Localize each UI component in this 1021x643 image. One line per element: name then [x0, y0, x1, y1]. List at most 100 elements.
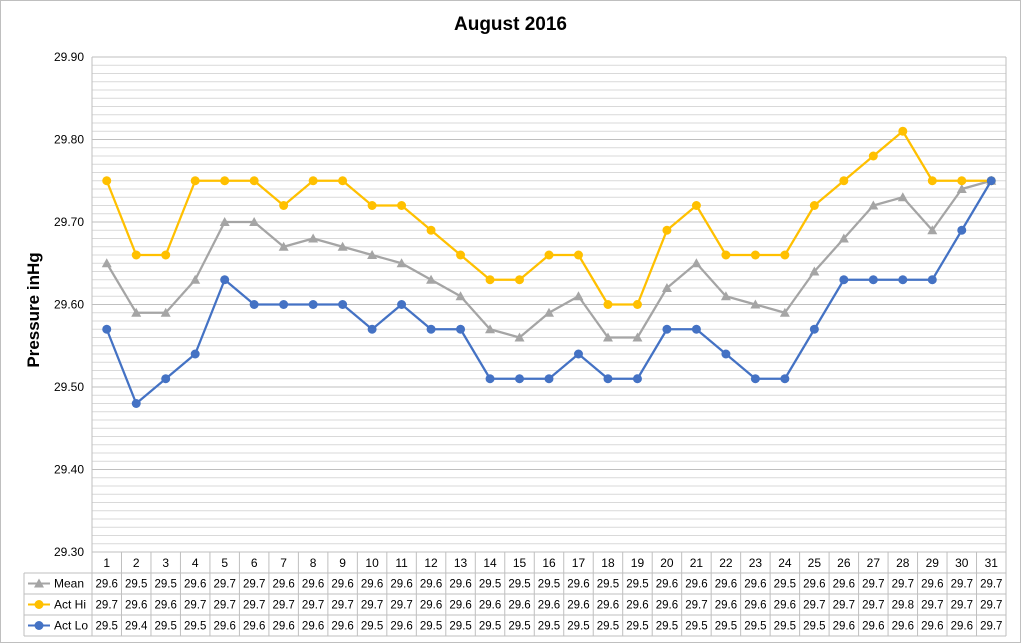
x-tick-label: 25	[808, 556, 822, 570]
x-tick-label: 31	[985, 556, 999, 570]
x-tick-label: 1	[103, 556, 110, 570]
data-point-act-hi	[603, 300, 613, 309]
table-cell-value: 29.7	[213, 579, 235, 591]
table-cell-value: 29.6	[449, 600, 471, 612]
table-cell-value: 29.5	[597, 579, 619, 591]
data-point-mean	[691, 258, 702, 268]
table-cell-value: 29.7	[272, 600, 294, 612]
table-cell-value: 29.6	[833, 621, 855, 633]
data-point-act-hi	[721, 250, 731, 260]
data-point-act-hi	[367, 201, 377, 210]
table-cell-value: 29.6	[155, 600, 177, 612]
table-cell-value: 29.6	[361, 579, 383, 591]
data-point-mean	[956, 184, 967, 193]
table-cell-value: 29.7	[862, 600, 884, 612]
data-point-mean	[750, 299, 761, 309]
x-tick-label: 10	[365, 556, 379, 570]
table-cell-value: 29.7	[921, 600, 943, 612]
legend-label: Mean	[54, 577, 84, 591]
data-point-act-lo	[131, 399, 141, 408]
data-point-act-hi	[927, 176, 937, 186]
data-point-act-hi	[839, 176, 849, 186]
data-point-act-hi	[397, 201, 407, 210]
data-point-mean	[838, 233, 849, 243]
data-point-act-hi	[190, 176, 200, 186]
data-point-act-lo	[927, 275, 937, 285]
y-tick-label: 29.80	[54, 133, 84, 147]
chart-title: August 2016	[454, 14, 567, 35]
x-tick-label: 30	[955, 556, 969, 570]
data-point-act-hi	[868, 151, 878, 161]
legend-key-marker	[34, 621, 44, 630]
data-point-act-hi	[249, 176, 259, 186]
data-point-mean	[219, 217, 230, 226]
table-cell-value: 29.6	[685, 579, 707, 591]
table-cell-value: 29.7	[243, 600, 265, 612]
data-point-act-lo	[308, 300, 318, 309]
table-cell-value: 29.6	[567, 600, 589, 612]
data-point-act-hi	[456, 250, 466, 260]
data-point-act-lo	[544, 374, 554, 384]
table-cell-value: 29.6	[302, 621, 324, 633]
x-tick-label: 19	[631, 556, 645, 570]
table-cell-value: 29.5	[155, 621, 177, 633]
table-cell-value: 29.5	[184, 621, 206, 633]
table-cell-value: 29.6	[833, 579, 855, 591]
table-cell-value: 29.6	[862, 621, 884, 633]
table-cell-value: 29.5	[656, 621, 678, 633]
x-tick-label: 14	[483, 556, 497, 570]
data-point-act-lo	[750, 374, 760, 384]
table-cell-value: 29.6	[921, 621, 943, 633]
data-point-act-lo	[485, 374, 495, 384]
data-point-act-hi	[573, 250, 583, 260]
table-cell-value: 29.7	[184, 600, 206, 612]
data-point-act-hi	[691, 201, 701, 210]
x-tick-label: 29	[926, 556, 940, 570]
legend-key-marker	[34, 600, 44, 609]
table-cell-value: 29.5	[538, 621, 560, 633]
table-cell-value: 29.6	[597, 600, 619, 612]
table-cell-value: 29.7	[685, 600, 707, 612]
table-cell-value: 29.5	[597, 621, 619, 633]
y-tick-label: 29.70	[54, 215, 84, 229]
data-point-act-lo	[898, 275, 908, 285]
table-cell-value: 29.6	[243, 621, 265, 633]
table-cell-value: 29.7	[96, 600, 118, 612]
data-point-mean	[367, 250, 378, 259]
table-cell-value: 29.6	[508, 600, 530, 612]
series-line-act-hi	[105, 130, 992, 306]
data-point-act-lo	[780, 374, 790, 384]
y-tick-label: 29.30	[54, 545, 84, 559]
table-cell-value: 29.5	[420, 621, 442, 633]
data-point-mean	[426, 274, 437, 284]
table-cell-value: 29.5	[538, 579, 560, 591]
table-cell-value: 29.6	[331, 579, 353, 591]
table-cell-value: 29.8	[892, 600, 914, 612]
table-cell-value: 29.6	[420, 600, 442, 612]
data-point-act-lo	[721, 349, 731, 359]
data-point-mean	[396, 258, 407, 268]
table-cell-value: 29.7	[980, 600, 1002, 612]
table-cell-value: 29.5	[774, 579, 796, 591]
data-point-act-hi	[426, 225, 436, 235]
table-cell-value: 29.5	[803, 621, 825, 633]
y-tick-label: 29.90	[54, 50, 84, 64]
table-cell-value: 29.6	[656, 600, 678, 612]
data-point-act-hi	[131, 250, 141, 260]
table-cell-value: 29.6	[479, 600, 501, 612]
data-point-mean	[868, 200, 879, 210]
table-cell-value: 29.5	[449, 621, 471, 633]
data-point-act-lo	[868, 275, 878, 285]
table-cell-value: 29.7	[213, 600, 235, 612]
data-point-act-lo	[573, 349, 583, 359]
data-point-mean	[661, 283, 672, 292]
table-cell-value: 29.5	[715, 621, 737, 633]
table-cell-value: 29.7	[390, 600, 412, 612]
table-cell-value: 29.7	[980, 621, 1002, 633]
table-cell-value: 29.5	[567, 621, 589, 633]
data-point-mean	[337, 241, 348, 251]
table-cell-value: 29.6	[921, 579, 943, 591]
table-cell-value: 29.5	[626, 621, 648, 633]
x-tick-label: 20	[660, 556, 674, 570]
